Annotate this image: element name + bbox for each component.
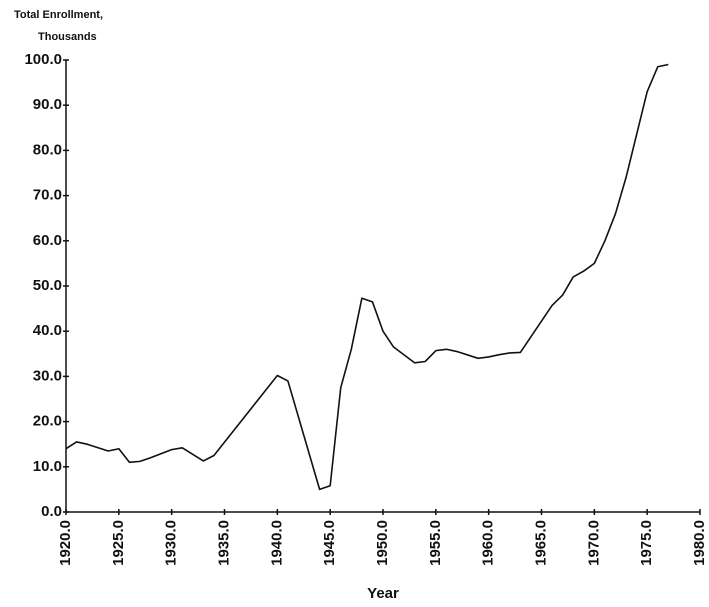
y-tick-label: 60.0 bbox=[33, 232, 62, 249]
x-tick-label: 1975.0 bbox=[638, 520, 655, 566]
x-axis-title: Year bbox=[367, 585, 399, 602]
x-tick-label: 1935.0 bbox=[215, 520, 232, 566]
x-tick-label: 1970.0 bbox=[585, 520, 602, 566]
y-tick-label: 90.0 bbox=[33, 96, 62, 113]
y-tick-label: 20.0 bbox=[33, 413, 62, 430]
x-tick-label: 1965.0 bbox=[532, 520, 549, 566]
x-tick-label: 1930.0 bbox=[163, 520, 180, 566]
x-tick-label: 1960.0 bbox=[480, 520, 497, 566]
x-tick-label: 1925.0 bbox=[110, 520, 127, 566]
y-tick-label: 100.0 bbox=[24, 51, 62, 68]
x-tick-label: 1950.0 bbox=[374, 520, 391, 566]
x-tick-label: 1945.0 bbox=[321, 520, 338, 566]
x-tick-label: 1955.0 bbox=[427, 520, 444, 566]
y-tick-label: 10.0 bbox=[33, 458, 62, 475]
data-line bbox=[65, 63, 669, 491]
y-tick-label: 0.0 bbox=[41, 503, 62, 520]
x-tick-label: 1940.0 bbox=[268, 520, 285, 566]
y-tick-label: 30.0 bbox=[33, 367, 62, 384]
x-tick-label: 1980.0 bbox=[691, 520, 708, 566]
y-tick-label: 40.0 bbox=[33, 322, 62, 339]
y-axis-title: Thousands bbox=[38, 31, 97, 43]
y-tick-label: 70.0 bbox=[33, 187, 62, 204]
y-tick-label: 80.0 bbox=[33, 141, 62, 158]
x-tick-label: 1920.0 bbox=[57, 520, 74, 566]
y-axis-title: Total Enrollment, bbox=[14, 9, 103, 21]
y-tick-label: 50.0 bbox=[33, 277, 62, 294]
